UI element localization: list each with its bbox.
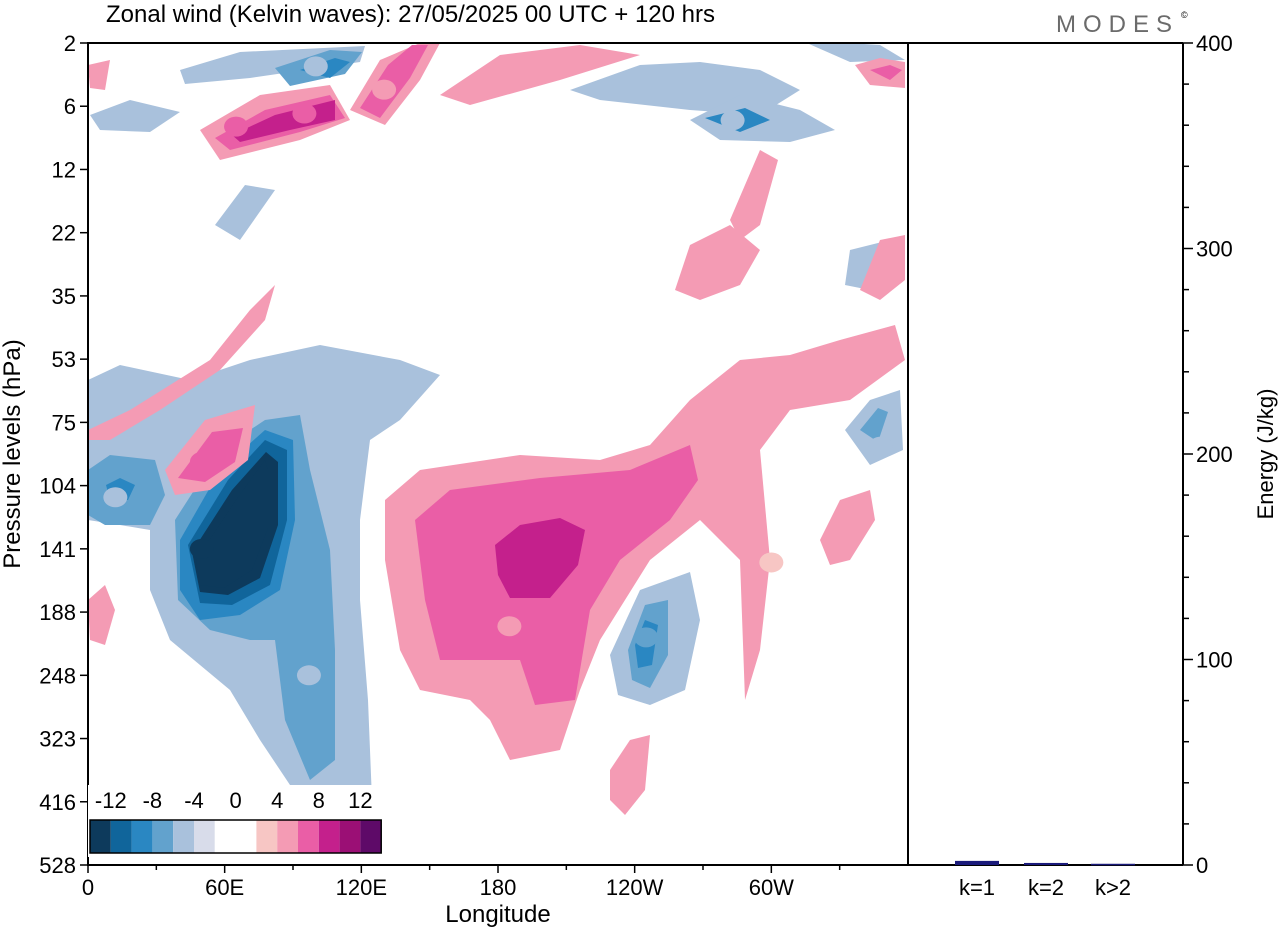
colorbar-label: -4: [184, 788, 204, 813]
wind-anomaly-core: [759, 552, 784, 573]
modes-logo: MODES: [1056, 11, 1179, 38]
energy-bar: [1024, 862, 1068, 865]
colorbar-label: 12: [348, 788, 372, 813]
contour-region: [870, 65, 902, 80]
x-tick-label: 0: [82, 875, 94, 900]
contour-region: [360, 45, 428, 118]
contour-region: [675, 225, 760, 300]
wind-anomaly-core: [296, 665, 321, 686]
energy-tick-label: 100: [1196, 648, 1233, 673]
y-tick-label: 104: [39, 474, 76, 499]
contour-region: [860, 408, 888, 442]
y-tick-label: 75: [52, 410, 76, 435]
contour-region: [88, 285, 275, 440]
wind-anomaly-core: [292, 103, 317, 124]
colorbar-label: -8: [143, 788, 163, 813]
colorbar-label: 8: [313, 788, 325, 813]
energy-bar-label: k=2: [1028, 875, 1064, 900]
contour-region: [215, 185, 275, 240]
colorbar-border: [89, 819, 382, 854]
wind-anomaly-core: [189, 451, 214, 472]
wind-anomaly-core: [303, 56, 328, 77]
wind-anomaly-core: [372, 79, 397, 100]
colorbar-swatch: [90, 820, 111, 853]
colorbar-swatch: [339, 820, 361, 853]
x-tick-label: 60E: [205, 875, 244, 900]
energy-bar-label: k=1: [959, 875, 995, 900]
colorbar-swatch: [194, 820, 215, 853]
colorbar-label: 4: [271, 788, 283, 813]
y-tick-label: 248: [39, 663, 76, 688]
zonal-wind-contours: [88, 43, 905, 840]
energy-tick-label: 300: [1196, 237, 1233, 262]
y-tick-label: 528: [39, 853, 76, 878]
contour-region: [440, 45, 640, 105]
energy-tick-label: 200: [1196, 442, 1233, 467]
wind-anomaly-core: [868, 436, 893, 457]
contour-region: [610, 735, 650, 815]
contour-region: [90, 100, 180, 132]
colorbar-swatch: [152, 820, 174, 853]
modes-logo-mark: ©: [1181, 10, 1188, 20]
wind-anomaly-core: [634, 627, 659, 648]
colorbar-swatch: [214, 820, 236, 853]
colorbar: -12 -8 -4 0 4 8 12: [88, 785, 384, 857]
contour-region: [820, 490, 875, 565]
y-tick-label: 22: [52, 221, 76, 246]
colorbar-label: 0: [229, 788, 241, 813]
contour-region: [860, 235, 905, 300]
contour-region: [806, 43, 905, 62]
x-tick-label: 120W: [606, 875, 664, 900]
colorbar-swatch: [131, 820, 153, 853]
energy-bar-label: k>2: [1095, 875, 1131, 900]
y-tick-label: 6: [64, 94, 76, 119]
x-tick-label: 60W: [749, 875, 794, 900]
colorbar-swatch: [277, 820, 298, 853]
y-tick-label: 12: [52, 157, 76, 182]
wind-anomaly-core: [103, 487, 128, 508]
contour-region: [88, 585, 115, 645]
y-tick-label: 323: [39, 727, 76, 752]
energy-bar: [955, 860, 999, 865]
y-axis-label: Pressure levels (hPa): [0, 339, 26, 568]
y-tick-label: 141: [39, 537, 76, 562]
x-tick-label: 120E: [336, 875, 387, 900]
energy-tick-label: 0: [1196, 853, 1208, 878]
contour-region: [730, 150, 778, 240]
wind-anomaly-core: [189, 538, 214, 559]
colorbar-swatch: [235, 820, 257, 853]
colorbar-swatch: [318, 820, 340, 853]
y-tick-label: 188: [39, 600, 76, 625]
energy-tick-label: 400: [1196, 31, 1233, 56]
wind-anomaly-core: [531, 538, 556, 559]
colorbar-swatch: [360, 820, 382, 853]
energy-axis-label: Energy (J/kg): [1253, 389, 1278, 520]
x-tick-label: 180: [480, 875, 517, 900]
y-tick-label: 416: [39, 790, 76, 815]
colorbar-label: -12: [95, 788, 127, 813]
energy-bars: 0 100 200 300 400 k=1 k=2 k>2: [955, 31, 1233, 900]
colorbar-swatch: [110, 820, 132, 853]
y-tick-label: 2: [64, 31, 76, 56]
y-tick-label: 35: [52, 284, 76, 309]
wind-anomaly-core: [497, 616, 522, 637]
contour-region: [196, 460, 268, 588]
colorbar-swatch: [173, 820, 194, 853]
wind-anomaly-core: [720, 110, 745, 131]
colorbar-swatch: [256, 820, 278, 853]
colorbar-swatch: [298, 820, 319, 853]
contour-region: [88, 60, 110, 90]
y-tick-label: 53: [52, 347, 76, 372]
wind-anomaly-core: [224, 116, 249, 137]
x-axis-label: Longitude: [445, 901, 550, 928]
chart-title: Zonal wind (Kelvin waves): 27/05/2025 00…: [106, 1, 715, 28]
energy-bar: [1091, 863, 1135, 866]
